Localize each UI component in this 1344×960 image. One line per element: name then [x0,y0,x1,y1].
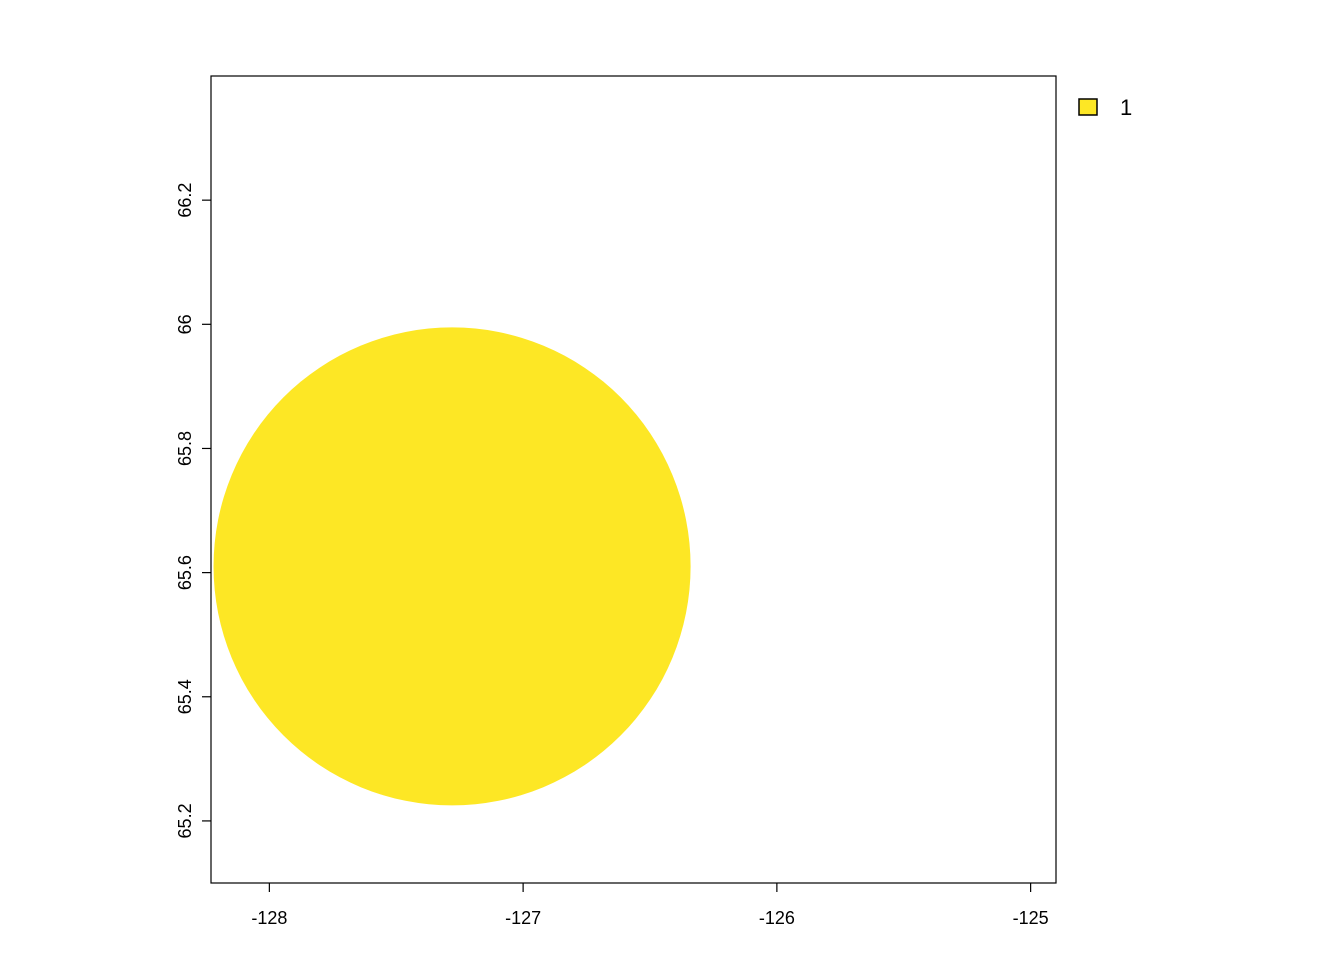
x-tick-label: -126 [759,908,795,928]
raster-cell-region-0 [213,327,691,806]
y-tick-label: 65.4 [175,679,195,714]
x-axis: -128 -127 -126 -125 [251,883,1049,928]
y-tick-label: 65.6 [175,555,195,590]
legend-swatch [1078,98,1098,116]
x-tick-label: -125 [1013,908,1049,928]
x-tick-label: -128 [251,908,287,928]
y-tick-label: 65.2 [175,803,195,838]
y-axis: 65.2 65.4 65.6 65.8 66 66.2 [175,183,211,838]
legend-label: 1 [1120,95,1132,120]
x-tick-label: -127 [505,908,541,928]
raster-shapes [213,327,691,806]
y-tick-label: 65.8 [175,431,195,466]
y-tick-label: 66.2 [175,183,195,218]
legend: 1 [1078,95,1132,120]
plot-frame [210,75,1057,884]
y-tick-label: 66 [175,314,195,334]
